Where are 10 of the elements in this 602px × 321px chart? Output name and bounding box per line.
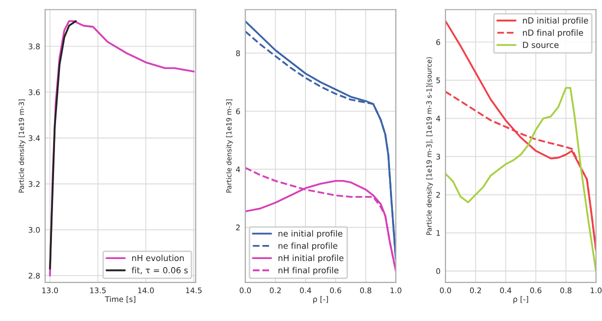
legend-label: nH initial profile bbox=[278, 254, 344, 263]
legend-label: ne final profile bbox=[278, 242, 338, 251]
legend-label: nH final profile bbox=[278, 266, 338, 275]
legend-label: ne initial profile bbox=[278, 230, 342, 238]
legend-label: nH evolution bbox=[132, 254, 184, 262]
legend-label: fit, τ = 0.06 s bbox=[132, 266, 188, 274]
line-series bbox=[49, 20, 77, 270]
legend-label: nD final profile bbox=[523, 29, 584, 38]
legend-label: D source bbox=[523, 42, 559, 48]
legend-label: nD initial profile bbox=[523, 17, 588, 26]
